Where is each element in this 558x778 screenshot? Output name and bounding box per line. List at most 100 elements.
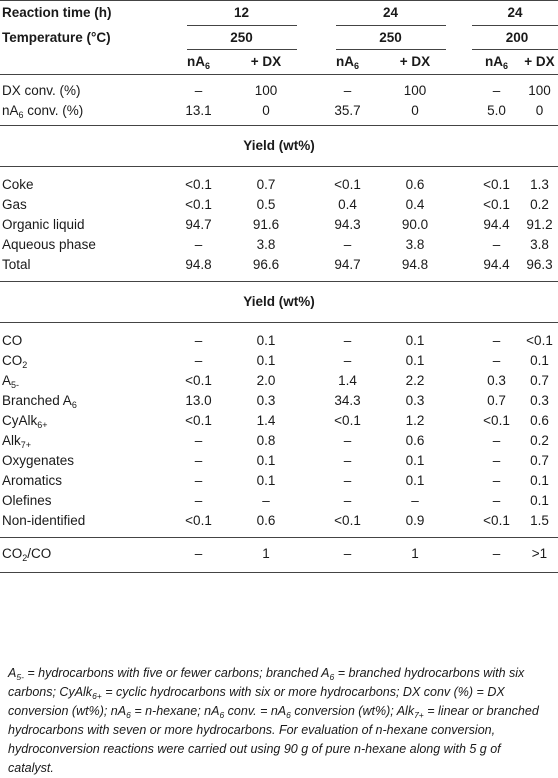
- table-cell: <0.1: [483, 413, 510, 428]
- row-label: Aqueous phase: [0, 235, 160, 255]
- reaction-time-label: Reaction time (h): [0, 0, 160, 25]
- subscript: 6+: [37, 420, 48, 430]
- table-cell: 0.1: [530, 473, 549, 488]
- footnote-text: conversion (wt%); Alk: [290, 704, 415, 718]
- row-label-text: CO: [2, 546, 23, 561]
- col-header-dx: + DX: [223, 50, 309, 75]
- table-cell: 100: [528, 83, 551, 98]
- col-header-na6-text: nA: [484, 54, 503, 69]
- yield-section-title: Yield (wt%): [0, 125, 558, 167]
- table-body: Reaction time (h) 12 24 24 Temperature (…: [0, 0, 558, 573]
- table-row: Organic liquid 94.7 91.6 94.3 90.0 94.4 91.2: [0, 215, 558, 235]
- row-label: CO: [0, 331, 160, 351]
- row-label-text: Alk: [2, 433, 21, 448]
- row-label-text: Non-identified: [2, 513, 86, 528]
- table-cell: 0.1: [256, 333, 276, 348]
- subscript: 6: [126, 710, 131, 720]
- row-label-text: A: [2, 373, 12, 388]
- spacer-row: [0, 275, 558, 282]
- row-label-text: Aqueous phase: [2, 237, 96, 252]
- table-cell: –: [194, 546, 203, 561]
- table-row: Coke <0.1 0.7 <0.1 0.6 <0.1 1.3: [0, 175, 558, 195]
- subscript: 6: [502, 61, 508, 71]
- table-cell: 0.3: [487, 373, 506, 388]
- table-cell: –: [194, 493, 203, 508]
- col-header-na6-text: nA: [335, 54, 354, 69]
- table-cell: 0.4: [338, 197, 357, 212]
- table-cell: 0: [535, 103, 544, 118]
- row-label: Organic liquid: [0, 215, 160, 235]
- table-cell: –: [492, 433, 501, 448]
- subscript: 6+: [92, 691, 102, 701]
- table-cell: –: [194, 353, 203, 368]
- table-cell: –: [492, 353, 501, 368]
- table-cell: –: [343, 433, 352, 448]
- table-cell: 94.7: [185, 217, 212, 232]
- table-cell: 0.6: [405, 177, 425, 192]
- row-label-text: Aromatics: [2, 473, 63, 488]
- table-cell: –: [194, 83, 203, 98]
- spacer-row: [0, 564, 558, 573]
- row-label-suffix: conv. (%): [23, 103, 84, 118]
- subscript: 6: [71, 400, 77, 410]
- table-cell: –: [343, 473, 352, 488]
- row-label-text: Branched A: [2, 393, 72, 408]
- yield-section-title-row: Yield (wt%): [0, 125, 558, 167]
- time-24-a: 24: [309, 0, 458, 25]
- table-row: Alk7+ – 0.8 – 0.6 – 0.2: [0, 431, 558, 451]
- table-cell: 0.1: [256, 353, 276, 368]
- table-cell: –: [194, 433, 203, 448]
- row-label-text: CO: [2, 333, 23, 348]
- table-cell: –: [194, 473, 203, 488]
- table-cell: <0.1: [185, 197, 212, 212]
- table-cell: 1.5: [530, 513, 549, 528]
- table-cell: 1.2: [405, 413, 425, 428]
- footnote-text: = cyclic hydrocarbons with six or more h…: [8, 685, 505, 718]
- table-cell: <0.1: [334, 513, 361, 528]
- table-cell: 0.8: [256, 433, 276, 448]
- row-label: CO2/CO: [0, 544, 160, 564]
- table-cell: <0.1: [334, 177, 361, 192]
- table-row: A5- <0.1 2.0 1.4 2.2 0.3 0.7: [0, 371, 558, 391]
- table-cell: 2.2: [405, 373, 425, 388]
- spacer: [0, 323, 558, 332]
- table-cell: <0.1: [185, 177, 212, 192]
- table-cell: –: [492, 453, 501, 468]
- table-cell: 3.8: [256, 237, 276, 252]
- row-label: Non-identified: [0, 511, 160, 531]
- table-cell: 0.6: [256, 513, 276, 528]
- row-label: Oxygenates: [0, 451, 160, 471]
- table-cell: 0.7: [487, 393, 506, 408]
- table-cell: 35.7: [334, 103, 361, 118]
- table-cell: –: [492, 546, 501, 561]
- table-cell: –: [492, 493, 501, 508]
- row-label-text: Oxygenates: [2, 453, 75, 468]
- table-cell: 90.0: [401, 217, 429, 232]
- table-cell: 1: [411, 546, 419, 561]
- spacer: [0, 564, 558, 573]
- table-row: Aromatics – 0.1 – 0.1 – 0.1: [0, 471, 558, 491]
- table-cell: 0: [262, 103, 270, 118]
- subscript: 6: [353, 61, 359, 71]
- spacer: [0, 121, 558, 126]
- table-cell: 100: [403, 83, 427, 98]
- row-label: Branched A6: [0, 391, 160, 411]
- footnote-text: conv. = nA: [224, 704, 287, 718]
- table-cell: 0.1: [530, 493, 549, 508]
- table-cell: 91.6: [252, 217, 280, 232]
- table-row: Oxygenates – 0.1 – 0.1 – 0.7: [0, 451, 558, 471]
- table-cell: 94.4: [483, 257, 510, 272]
- table-cell: –: [492, 83, 501, 98]
- col-header-na6: nA6: [309, 50, 372, 75]
- spacer-row: [0, 531, 558, 538]
- table-row: nA6 conv. (%) 13.1 0 35.7 0 5.0 0: [0, 101, 558, 121]
- table-cell: <0.1: [483, 177, 510, 192]
- table-cell: –: [411, 493, 419, 508]
- table-cell: <0.1: [334, 413, 361, 428]
- subscript: 6: [204, 61, 210, 71]
- temperature-label: Temperature (°C): [2, 29, 111, 45]
- table-cell: 0.3: [256, 393, 276, 408]
- table-cell: 0.7: [256, 177, 276, 192]
- table-cell: 3.8: [405, 237, 425, 252]
- row-label: CO2: [0, 351, 160, 371]
